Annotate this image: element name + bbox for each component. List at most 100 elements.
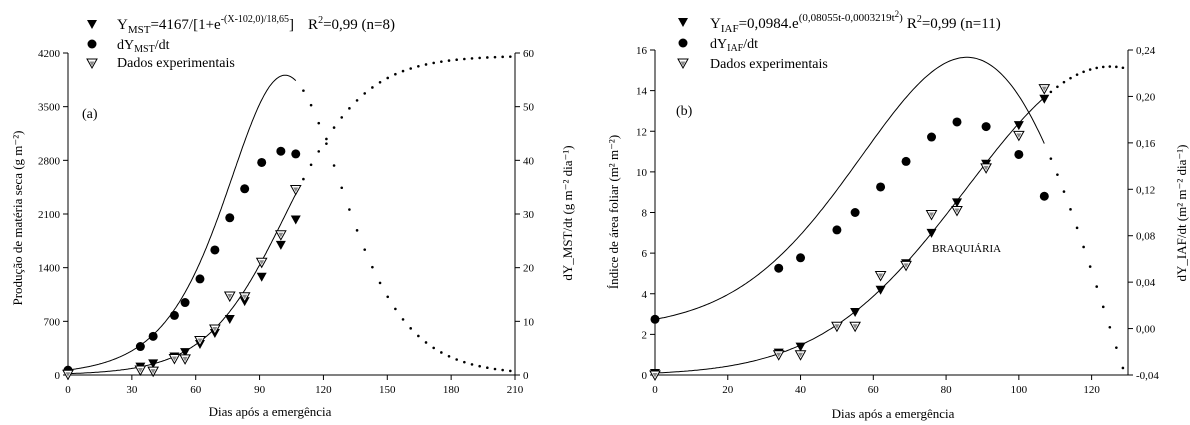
derivative-curve-a (67, 74, 297, 371)
x-tick-label-a: 150 (379, 384, 396, 396)
derivative-extrapolation-dot-a (378, 281, 382, 285)
derivative-extrapolation-dot-a (386, 295, 390, 299)
derivative-extrapolation-dot-a (394, 307, 397, 311)
panel-b: YIAF=0,0984.e(0,08055t-0,0003219t2) R2=0,… (606, 9, 1189, 421)
experimental-point-core-a (65, 372, 71, 377)
fit-extrapolation-dot-a (355, 99, 359, 102)
derivative-extrapolation-dot-b (1088, 265, 1092, 268)
fit-extrapolation-dot-a (409, 67, 413, 70)
x-tick-label-a: 210 (507, 384, 524, 396)
fit-extrapolation-dot-a (486, 56, 489, 59)
experimental-point-core-b (1016, 133, 1022, 138)
derivative-extrapolation-dot-a (309, 103, 313, 107)
y-axis-title-right-b: dY_IAF/dt (m² m⁻² dia⁻¹) (1174, 145, 1189, 282)
fit-extrapolation-dot-b (1069, 76, 1072, 80)
derivative-extrapolation-dot-a (409, 327, 413, 330)
fit-extrapolation-dot-a (509, 55, 512, 58)
experimental-point-core-a (137, 368, 143, 373)
y-right-tick-label-b: 0,12 (1136, 184, 1155, 196)
y-right-tick-label-b: 0,08 (1136, 231, 1156, 243)
experimental-point-core-a (150, 369, 156, 374)
derivative-extrapolation-dot-a (317, 121, 321, 125)
fit-extrapolation-dot-b (1121, 66, 1125, 70)
derivative-point-b (952, 117, 962, 127)
fit-extrapolation-dot-a (302, 177, 305, 181)
plot-area-a (62, 55, 512, 381)
experimental-point-core-b (878, 273, 884, 278)
derivative-extrapolation-dot-a (509, 369, 512, 373)
y-right-tick-label-b: 0,16 (1136, 138, 1156, 150)
derivative-extrapolation-dot-a (340, 186, 344, 190)
experimental-point-core-b (852, 324, 858, 329)
experimental-point-core-b (776, 352, 782, 358)
derivative-curve-b (654, 56, 1045, 320)
x-axis-title-b: Dias após a emergência (832, 406, 955, 421)
fitted-point-a (256, 272, 267, 282)
x-tick-label-b: 60 (868, 384, 880, 396)
y-left-tick-label-a: 0 (55, 370, 61, 382)
fitted-point-a (148, 359, 159, 369)
fit-extrapolation-dot-b (1101, 65, 1105, 69)
derivative-extrapolation-dot-a (501, 368, 504, 372)
legend-b: YIAF=0,0984.e(0,08055t-0,0003219t2) R2=0,… (677, 9, 1001, 72)
experimental-point-core-b (983, 165, 989, 171)
derivative-point-b (901, 156, 911, 166)
y-left-tick-label-b: 16 (636, 45, 648, 57)
derivative-extrapolation-dot-a (401, 318, 405, 321)
fit-extrapolation-dot-a (309, 163, 313, 167)
derivative-extrapolation-dot-a (302, 89, 305, 92)
fit-extrapolation-dot-b (1082, 70, 1085, 74)
derivative-extrapolation-dot-a (348, 208, 351, 211)
fit-extrapolation-dot-a (470, 57, 474, 60)
derivative-point-b (774, 263, 784, 273)
fit-extrapolation-dot-a (317, 150, 321, 153)
experimental-point-core-b (834, 324, 840, 329)
derivative-extrapolation-dot-b (1069, 208, 1072, 211)
y-left-tick-label-b: 4 (642, 289, 648, 301)
derivative-extrapolation-dot-a (371, 265, 374, 269)
derivative-point-b (927, 132, 937, 142)
legend-exp-label-b: Dados experimentais (710, 57, 828, 72)
panel-label-a: (a) (82, 107, 98, 122)
derivative-point-a (180, 298, 190, 308)
x-tick-label-a: 180 (443, 384, 460, 396)
fit-extrapolation-dot-a (440, 60, 443, 63)
experimental-point-core-a (182, 356, 188, 362)
derivative-extrapolation-dot-b (1062, 190, 1066, 193)
derivative-point-b (650, 314, 660, 324)
legend-deriv-label-b: dYIAF/dt (710, 37, 758, 54)
experimental-point-core-b (954, 208, 960, 213)
derivative-extrapolation-dot-a (424, 341, 428, 344)
derivative-point-b (850, 208, 860, 217)
derivative-extrapolation-dot-b (1056, 173, 1059, 176)
fit-curve-a (67, 193, 297, 375)
derivative-point-b (1039, 191, 1049, 201)
derivative-extrapolation-dot-a (447, 354, 451, 358)
legend-fit-marker-a (87, 20, 97, 29)
y-left-tick-label-b: 6 (642, 248, 648, 260)
derivative-point-b (1014, 149, 1024, 159)
derivative-extrapolation-dot-a (332, 164, 336, 167)
derivative-extrapolation-dot-b (1095, 285, 1099, 288)
experimental-point-core-a (278, 232, 284, 238)
fitted-point-a (180, 348, 191, 358)
legend-fit-label-b: YIAF=0,0984.e(0,08055t-0,0003219t2) R2=0,… (710, 9, 1001, 35)
fit-extrapolation-dot-a (493, 55, 497, 59)
legend-exp-marker-a (86, 58, 98, 70)
fit-extrapolation-dot-a (348, 107, 351, 110)
y-left-tick-label-a: 3500 (38, 102, 61, 114)
derivative-extrapolation-dot-a (432, 346, 435, 350)
y-right-tick-label-b: 0,00 (1136, 324, 1156, 336)
derivative-extrapolation-dot-a (455, 358, 458, 361)
fit-extrapolation-dot-b (1049, 90, 1053, 94)
fitted-point-b (875, 285, 886, 295)
plot-area-b (649, 56, 1125, 382)
y-right-tick-label-a: 10 (523, 316, 535, 328)
annotation-braquiaria: BRAQUIÁRIA (932, 243, 1001, 255)
derivative-point-a (210, 245, 220, 255)
derivative-extrapolation-dot-b (1075, 226, 1079, 230)
fit-extrapolation-dot-b (1115, 65, 1118, 69)
x-tick-label-a: 90 (254, 384, 266, 396)
y-left-tick-label-a: 2100 (38, 209, 61, 221)
